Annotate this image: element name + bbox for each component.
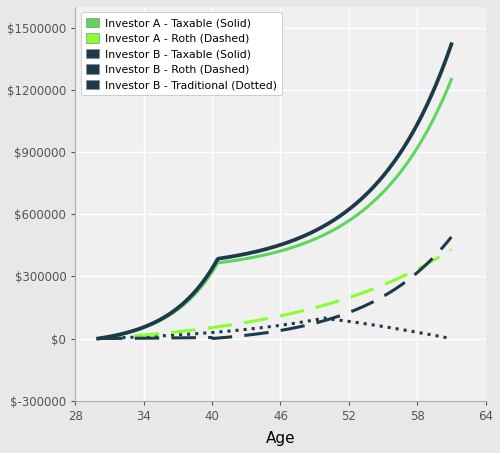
Legend: Investor A - Taxable (Solid), Investor A - Roth (Dashed), Investor B - Taxable (: Investor A - Taxable (Solid), Investor A… (81, 12, 282, 96)
X-axis label: Age: Age (266, 431, 296, 446)
